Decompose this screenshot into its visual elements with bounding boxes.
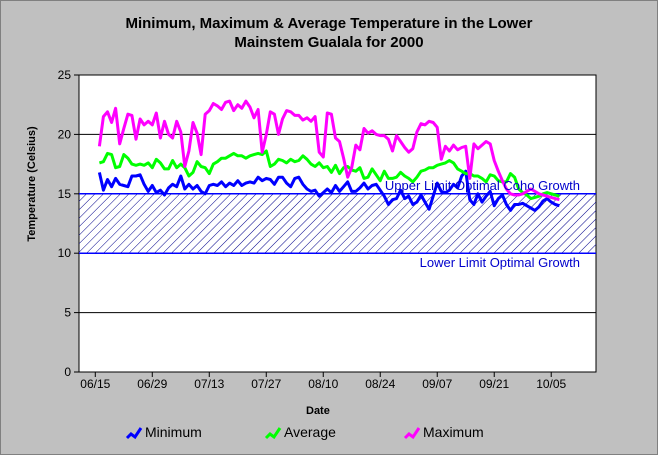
x-tick-label: 06/15: [80, 377, 110, 391]
y-axis-label: Temperature (Celsius): [26, 126, 38, 242]
x-tick-label: 09/07: [422, 377, 452, 391]
y-tick-label: 25: [58, 68, 72, 82]
upper-limit-annotation: Upper Limit Optimal Coho Growth: [385, 178, 580, 193]
y-tick-label: 0: [64, 365, 71, 379]
x-tick-label: 07/27: [251, 377, 281, 391]
optimal-band-layer: [79, 193, 596, 254]
series-line-minimum: [97, 169, 560, 212]
series-layer: [97, 99, 560, 212]
x-tick-label: 10/05: [536, 377, 566, 391]
x-axis-label: Date: [306, 405, 330, 417]
series-line-average: [98, 149, 560, 201]
y-tick-label: 15: [58, 187, 72, 201]
chart-title: Minimum, Maximum & Average Temperature i…: [125, 15, 533, 51]
legend: Minimum Average Maximum: [0, 424, 658, 442]
optimal-growth-band: [79, 193, 596, 254]
y-tick-label: 10: [58, 246, 72, 260]
legend-swatch-minimum: [125, 427, 143, 440]
legend-label-average: Average: [284, 424, 336, 440]
legend-label-minimum: Minimum: [145, 424, 202, 440]
axis-layer: 0 5 10 15 20 25 06/15 06/29 07/13 07/27 08/10 08/24…: [58, 68, 567, 391]
legend-swatch-maximum: [403, 427, 421, 440]
legend-label-maximum: Maximum: [423, 424, 484, 440]
y-tick-label: 20: [58, 127, 72, 141]
series-line-maximum: [97, 99, 560, 202]
legend-swatch-average: [264, 427, 282, 440]
x-tick-label: 06/29: [137, 377, 167, 391]
lower-limit-annotation: Lower Limit Optimal Growth: [420, 255, 580, 270]
x-tick-label: 08/24: [365, 377, 395, 391]
x-tick-label: 08/10: [308, 377, 338, 391]
y-tick-label: 5: [64, 306, 71, 320]
x-tick-label: 07/13: [194, 377, 224, 391]
annotation-layer: Upper Limit Optimal Coho Growth Lower Lim…: [385, 178, 580, 270]
x-tick-label: 09/21: [479, 377, 509, 391]
